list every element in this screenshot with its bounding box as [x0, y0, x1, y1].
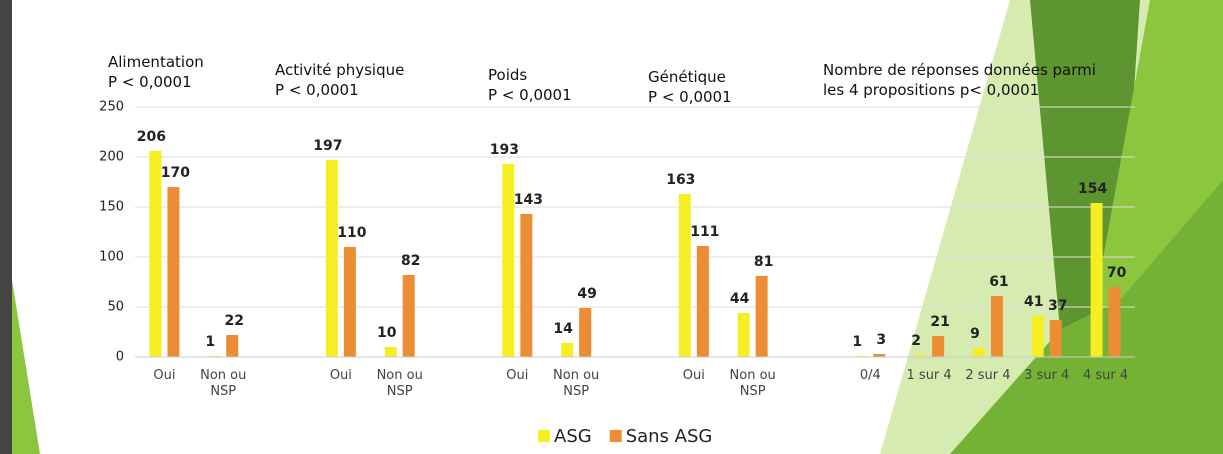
- x-tick-label: Non ou NSP: [553, 368, 600, 399]
- value-label: 1: [852, 334, 862, 350]
- x-tick-label: Non ou NSP: [729, 368, 776, 399]
- legend-label: Sans ASG: [626, 426, 713, 447]
- value-label: 82: [401, 253, 420, 269]
- value-label: 14: [553, 321, 573, 337]
- value-label: 44: [730, 291, 750, 307]
- y-tick-label: 150: [99, 200, 124, 215]
- value-label: 37: [1048, 298, 1067, 314]
- legend-swatch: [609, 430, 622, 442]
- bar: [696, 246, 709, 357]
- value-label: 49: [577, 286, 596, 302]
- bar: [932, 336, 945, 357]
- value-label: 1: [205, 334, 215, 350]
- x-tick-label: Oui: [153, 368, 176, 383]
- bar: [1031, 316, 1044, 357]
- value-label: 22: [224, 313, 243, 329]
- x-tick-label: Oui: [506, 368, 529, 383]
- bar: [1108, 287, 1121, 357]
- bar: [502, 164, 515, 357]
- y-tick-label: 0: [116, 350, 124, 365]
- legend-swatch: [538, 430, 550, 442]
- annotation: P < 0,0001: [488, 86, 572, 104]
- annotation: P < 0,0001: [275, 81, 359, 99]
- annotation: Nombre de réponses données parmi: [823, 61, 1096, 79]
- value-label: 81: [754, 254, 773, 270]
- value-label: 206: [137, 129, 166, 145]
- x-tick-label: Non ou NSP: [200, 368, 247, 399]
- value-label: 9: [970, 326, 980, 342]
- bar: [325, 160, 338, 357]
- bar: [737, 313, 750, 357]
- value-label: 41: [1024, 294, 1043, 310]
- x-tick-label: 0/4: [859, 368, 881, 383]
- bar: [402, 275, 415, 357]
- value-label: 193: [490, 142, 519, 158]
- y-tick-label: 250: [99, 100, 124, 115]
- x-tick-label: 2 sur 4: [965, 368, 1011, 383]
- annotation: Activité physique: [275, 61, 405, 79]
- bar: [972, 348, 985, 357]
- bar: [755, 276, 768, 357]
- bar: [149, 151, 162, 357]
- x-tick-label: 4 sur 4: [1082, 368, 1129, 383]
- decor: [12, 280, 40, 454]
- bar: [226, 335, 239, 357]
- x-tick-label: Oui: [682, 368, 705, 383]
- value-label: 163: [666, 172, 695, 188]
- bar: [873, 354, 886, 357]
- value-label: 111: [690, 224, 719, 240]
- value-label: 170: [161, 165, 190, 181]
- y-tick-label: 200: [99, 150, 124, 165]
- annotation: Alimentation: [108, 53, 204, 71]
- bar: [990, 296, 1003, 357]
- value-label: 10: [377, 325, 397, 341]
- bar: [678, 194, 691, 357]
- annotation: Génétique: [648, 68, 726, 86]
- decor: [950, 180, 1223, 454]
- legend-label: ASG: [554, 426, 592, 447]
- bar: [914, 355, 927, 357]
- x-tick-label: Oui: [329, 368, 352, 383]
- bar: [579, 308, 592, 357]
- value-label: 70: [1107, 265, 1127, 281]
- x-tick-label: Non ou NSP: [376, 368, 423, 399]
- bar: [520, 214, 533, 357]
- annotation: P < 0,0001: [108, 73, 192, 91]
- y-tick-label: 100: [99, 250, 124, 265]
- annotation: les 4 propositions p< 0,0001: [823, 81, 1040, 99]
- bar: [1049, 320, 1062, 357]
- value-label: 21: [930, 314, 949, 330]
- y-tick-label: 50: [107, 300, 124, 315]
- value-label: 110: [337, 225, 366, 241]
- bar: [167, 187, 180, 357]
- value-label: 2: [911, 333, 921, 349]
- value-label: 3: [876, 332, 886, 348]
- annotation: P < 0,0001: [648, 88, 732, 106]
- bar: [384, 347, 397, 357]
- value-label: 61: [989, 274, 1008, 290]
- value-label: 143: [514, 192, 543, 208]
- bar: [343, 247, 356, 357]
- bar: [561, 343, 574, 357]
- left-edge: [0, 0, 12, 454]
- value-label: 154: [1078, 181, 1107, 197]
- value-label: 197: [313, 138, 342, 154]
- x-tick-label: 1 sur 4: [906, 368, 952, 383]
- annotation: Poids: [488, 66, 528, 84]
- x-tick-label: 3 sur 4: [1024, 368, 1070, 383]
- bar: [1090, 203, 1103, 357]
